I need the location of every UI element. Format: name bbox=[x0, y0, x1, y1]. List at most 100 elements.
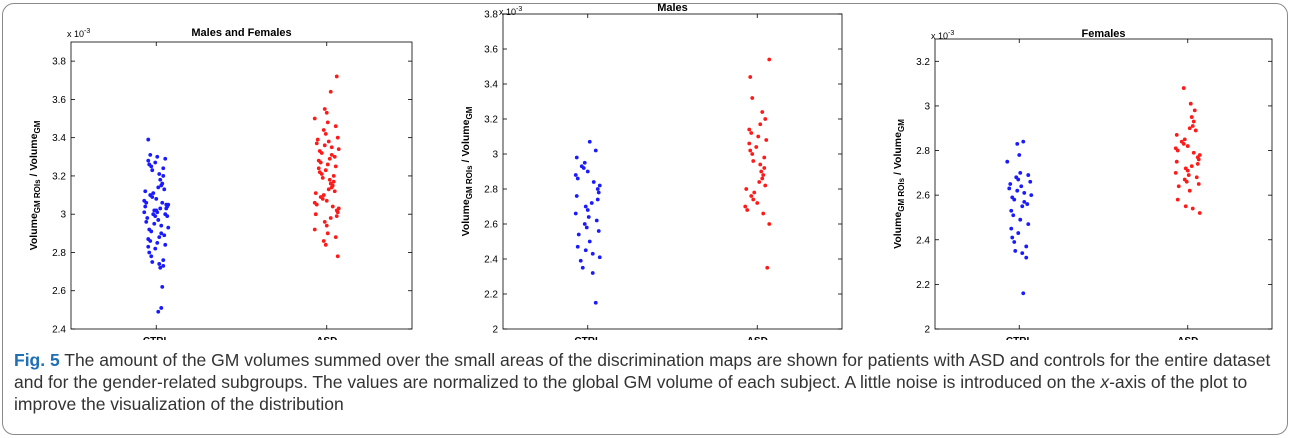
data-point bbox=[751, 159, 756, 163]
data-point bbox=[596, 229, 601, 233]
caption-text: The amount of the GM volumes summed over… bbox=[14, 350, 1270, 414]
data-point bbox=[158, 177, 163, 182]
data-point bbox=[1022, 199, 1027, 204]
data-point bbox=[1020, 251, 1025, 256]
data-point bbox=[159, 231, 164, 236]
data-point bbox=[767, 222, 772, 226]
data-point bbox=[322, 219, 327, 224]
data-point bbox=[747, 127, 752, 132]
data-point bbox=[1174, 133, 1179, 137]
data-point bbox=[1175, 197, 1180, 202]
data-point bbox=[157, 262, 162, 266]
data-point bbox=[313, 212, 318, 217]
y-label-divider: / Volume bbox=[28, 133, 40, 179]
data-point bbox=[1173, 170, 1178, 175]
y-tick-label: 2.4 bbox=[484, 255, 498, 266]
y-label-main: Volume bbox=[28, 213, 40, 250]
data-point bbox=[1196, 157, 1201, 162]
data-point bbox=[153, 214, 158, 219]
data-point bbox=[1022, 191, 1027, 195]
data-point bbox=[313, 191, 318, 196]
data-point bbox=[150, 195, 155, 199]
data-point bbox=[585, 208, 590, 212]
data-point bbox=[332, 189, 337, 194]
data-point bbox=[162, 233, 167, 238]
data-point bbox=[764, 138, 769, 142]
data-point bbox=[335, 210, 340, 215]
data-point bbox=[153, 160, 158, 165]
data-point bbox=[320, 175, 325, 180]
y-tick-label: 2.2 bbox=[916, 280, 930, 291]
data-point bbox=[749, 131, 754, 135]
data-point bbox=[1182, 137, 1187, 142]
data-point bbox=[157, 235, 162, 240]
data-point bbox=[1189, 115, 1194, 119]
exponent-base: x 10 bbox=[499, 7, 516, 17]
y-tick-label: 3.6 bbox=[484, 45, 498, 56]
data-point bbox=[760, 110, 765, 114]
data-point bbox=[146, 158, 151, 163]
y-tick-label: 2.8 bbox=[52, 248, 66, 259]
data-point bbox=[744, 187, 749, 191]
data-point bbox=[593, 300, 598, 305]
data-point bbox=[1021, 139, 1026, 144]
data-point bbox=[323, 242, 328, 247]
data-point bbox=[1024, 244, 1029, 249]
data-point bbox=[143, 204, 148, 209]
data-point bbox=[321, 239, 326, 243]
data-point bbox=[324, 198, 329, 203]
exponent-power: -3 bbox=[84, 28, 90, 35]
data-point bbox=[761, 173, 766, 177]
data-point bbox=[323, 168, 328, 173]
y-label-sub2: GM bbox=[33, 120, 42, 133]
data-point bbox=[324, 223, 329, 228]
data-point bbox=[587, 239, 592, 244]
chart-panel-2: Females x 10-3 2 2.2 2.4 2.6 2.8 3 3.2 CTRL ASD Vol… bbox=[892, 28, 1273, 340]
data-point bbox=[144, 219, 149, 224]
data-point bbox=[574, 155, 579, 160]
data-point bbox=[322, 107, 327, 111]
chart-panel-0: Males and Females x 10-3 2.4 2.6 2.8 3 3.2 3.4 3… bbox=[28, 27, 413, 340]
y-label-sub: GM ROIs bbox=[465, 165, 474, 199]
data-point bbox=[1197, 211, 1202, 215]
plot-area bbox=[502, 13, 843, 330]
data-point bbox=[589, 201, 594, 205]
data-point bbox=[335, 254, 340, 259]
data-point bbox=[331, 179, 336, 184]
data-point bbox=[582, 160, 587, 165]
data-point bbox=[319, 172, 324, 176]
data-point bbox=[321, 193, 326, 197]
y-tick-label: 2.6 bbox=[916, 191, 930, 202]
data-point bbox=[583, 204, 588, 209]
data-point bbox=[582, 222, 587, 226]
data-point bbox=[146, 244, 151, 249]
figure-frame bbox=[2, 3, 1288, 435]
y-label-sub: GM ROIs bbox=[897, 177, 906, 211]
data-point bbox=[596, 190, 601, 195]
data-point bbox=[761, 211, 766, 216]
data-point bbox=[1176, 184, 1181, 189]
data-point bbox=[586, 215, 591, 219]
data-point bbox=[1181, 86, 1186, 90]
data-point bbox=[595, 197, 600, 202]
data-point bbox=[1019, 184, 1024, 189]
data-point bbox=[156, 309, 161, 314]
data-point bbox=[575, 244, 580, 249]
data-point bbox=[161, 258, 166, 263]
data-point bbox=[576, 232, 581, 237]
data-point bbox=[324, 110, 329, 115]
y-tick-label: 2.2 bbox=[484, 290, 498, 301]
data-point bbox=[578, 258, 583, 263]
data-point bbox=[758, 162, 763, 167]
data-point bbox=[155, 241, 160, 245]
data-point bbox=[326, 187, 331, 192]
data-point bbox=[1185, 144, 1190, 148]
data-point bbox=[1187, 126, 1192, 131]
data-point bbox=[333, 164, 338, 169]
data-point bbox=[1174, 159, 1179, 164]
data-point bbox=[1005, 159, 1010, 164]
data-point bbox=[1028, 179, 1033, 184]
data-point bbox=[166, 225, 171, 230]
data-point bbox=[1191, 119, 1196, 124]
y-tick-label: 3 bbox=[60, 210, 66, 221]
